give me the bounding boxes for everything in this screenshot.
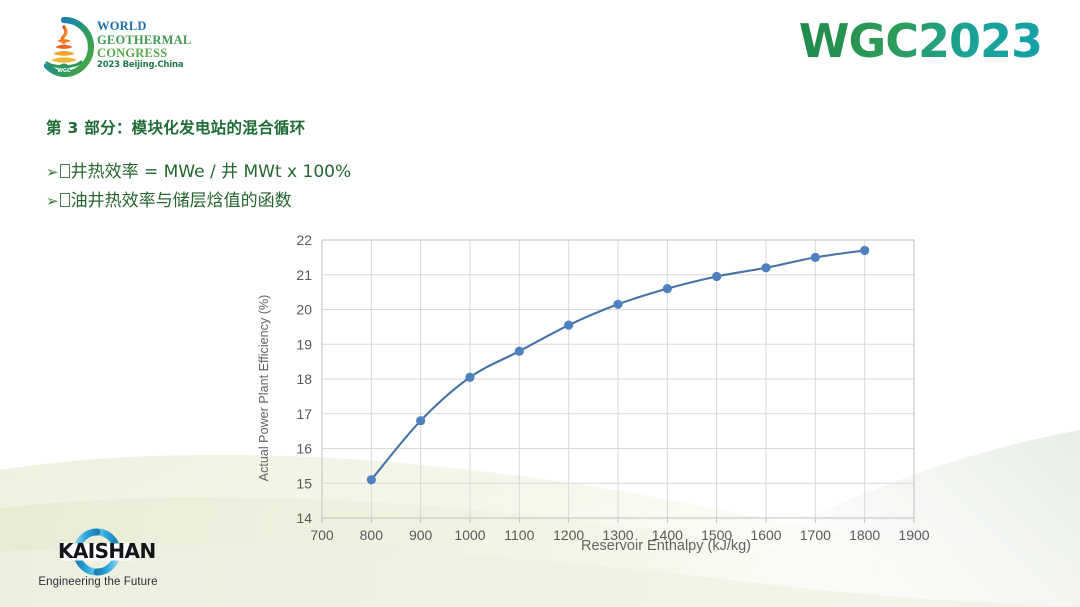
svg-text:1300: 1300 bbox=[602, 527, 633, 543]
wgc-logo-line-world: WORLD bbox=[97, 19, 147, 33]
svg-text:14: 14 bbox=[296, 510, 312, 526]
svg-text:800: 800 bbox=[360, 527, 384, 543]
kaishan-wordmark: KAISHAN bbox=[58, 539, 156, 563]
svg-text:1800: 1800 bbox=[849, 527, 880, 543]
wgc-globe-logo-icon: WGC bbox=[43, 16, 95, 78]
page-title: 第 3 部分：模块化发电站的混合循环 bbox=[46, 119, 306, 137]
svg-text:1200: 1200 bbox=[553, 527, 584, 543]
chart-y-axis-title: Actual Power Plant Efficiency (%) bbox=[257, 295, 271, 482]
missing-glyph-box-icon bbox=[59, 164, 70, 178]
world-geothermal-congress-logo: WGC WORLD GEOTHERMAL CONGRESS 2023 Beiji… bbox=[33, 14, 191, 86]
chart-x-tickmarks bbox=[321, 518, 915, 523]
svg-text:1600: 1600 bbox=[750, 527, 781, 543]
bullet-arrow-icon: ➢ bbox=[46, 163, 59, 181]
wgc-logo-wordmark: WORLD GEOTHERMAL CONGRESS 2023 Beijing.C… bbox=[97, 19, 191, 78]
svg-text:1400: 1400 bbox=[652, 527, 683, 543]
svg-text:21: 21 bbox=[296, 267, 312, 283]
kaishan-tagline: Engineering the Future bbox=[38, 576, 158, 588]
svg-text:22: 22 bbox=[296, 232, 312, 248]
svg-text:1100: 1100 bbox=[504, 527, 534, 543]
efficiency-vs-enthalpy-chart: 14 15 16 17 18 19 20 21 22 700 800 900 1000 1100 1200… bbox=[252, 228, 932, 558]
bullet-text-2: 油井热效率与储层焓值的函数 bbox=[70, 191, 292, 211]
svg-text:20: 20 bbox=[296, 302, 312, 318]
bullet-arrow-icon: ➢ bbox=[46, 192, 59, 210]
svg-text:1500: 1500 bbox=[701, 527, 732, 543]
svg-text:1000: 1000 bbox=[454, 527, 485, 543]
wgc-logo-line-geothermal: GEOTHERMAL bbox=[97, 32, 192, 47]
svg-text:19: 19 bbox=[296, 336, 312, 352]
svg-text:16: 16 bbox=[296, 441, 312, 457]
chart-gridlines bbox=[322, 240, 914, 518]
svg-text:700: 700 bbox=[310, 527, 334, 543]
missing-glyph-box-icon bbox=[59, 193, 70, 207]
wgc-logo-line-congress: CONGRESS bbox=[97, 46, 168, 60]
chart-data-markers bbox=[366, 245, 870, 485]
svg-text:15: 15 bbox=[296, 475, 312, 491]
kaishan-logo: KAISHAN Engineering the Future bbox=[18, 528, 178, 598]
wgc2023-brand-title: WGC2023 bbox=[798, 14, 1043, 68]
bullet-item-1: ➢ 井热效率 = MWe / 井 MWt x 100% bbox=[46, 163, 351, 182]
slide-header: WGC WORLD GEOTHERMAL CONGRESS 2023 Beiji… bbox=[0, 0, 1080, 96]
bullet-text-1: 井热效率 = MWe / 井 MWt x 100% bbox=[70, 162, 352, 182]
chart-x-tick-labels: 700 800 900 1000 1100 1200 1300 1400 1500 1600 170… bbox=[310, 527, 929, 543]
svg-text:18: 18 bbox=[296, 371, 312, 387]
bullet-item-2: ➢ 油井热效率与储层焓值的函数 bbox=[46, 192, 292, 211]
chart-x-axis-title: Reservoir Enthalpy (kJ/kg) bbox=[581, 538, 751, 554]
svg-text:1900: 1900 bbox=[898, 527, 929, 543]
svg-text:1700: 1700 bbox=[800, 527, 831, 543]
svg-text:900: 900 bbox=[409, 527, 433, 543]
wgc-logo-line-city: 2023 Beijing.China bbox=[97, 60, 184, 70]
svg-text:17: 17 bbox=[296, 406, 312, 422]
kaishan-ring-icon bbox=[62, 528, 132, 576]
svg-text:WGC: WGC bbox=[57, 68, 71, 74]
chart-y-tick-labels: 14 15 16 17 18 19 20 21 22 bbox=[296, 232, 312, 526]
